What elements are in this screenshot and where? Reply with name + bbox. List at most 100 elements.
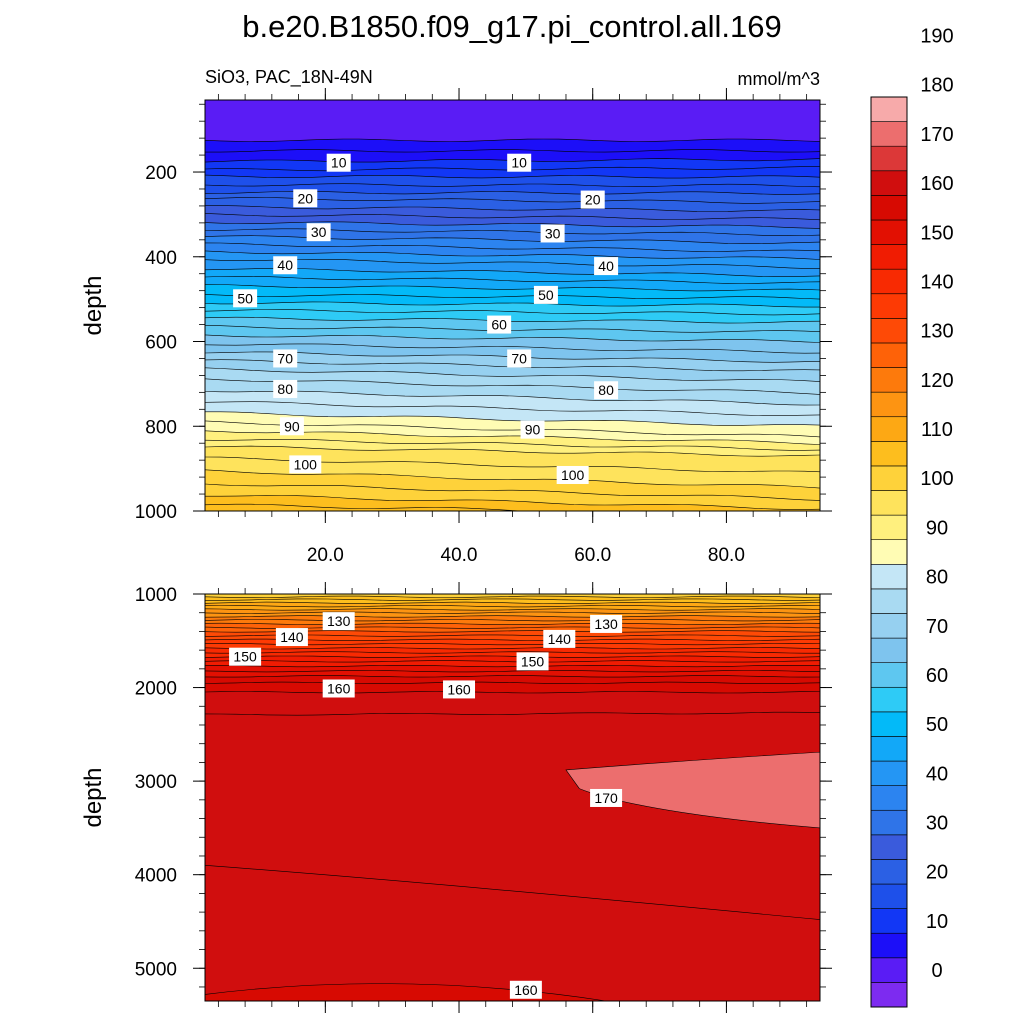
colorbar-label: 140 — [920, 271, 953, 293]
upper-contour-line-102.5 — [205, 495, 820, 510]
upper-contour-line-60 — [205, 325, 820, 333]
lower-contour-label-group: 160 — [443, 680, 476, 699]
colorbar-label: 70 — [926, 616, 948, 638]
upper-contour-label-group: 90 — [520, 420, 545, 439]
lower-filled-contours — [205, 594, 820, 1001]
upper-contour-label-bg — [507, 349, 532, 368]
lower-170-region — [565, 751, 820, 829]
colorbar-swatch — [870, 859, 908, 885]
lower-contour-label-group: 160 — [509, 980, 542, 999]
colorbar-swatch — [870, 170, 908, 196]
colorbar-swatch — [870, 760, 908, 786]
upper-contour-label-bg — [533, 285, 558, 304]
upper-contour-label-group: 10 — [507, 153, 532, 172]
colorbar-swatch — [870, 416, 908, 442]
upper-contour-label: 30 — [311, 224, 327, 240]
upper-contour-label-group: 100 — [556, 465, 589, 484]
upper-contour-line-87.5 — [205, 430, 820, 445]
upper-xtick-label: 40.0 — [441, 545, 478, 566]
upper-contour-label-group: 80 — [594, 381, 619, 400]
colorbar-frame — [870, 96, 908, 1008]
upper-contour-line-50 — [205, 294, 820, 300]
lower-contour-line-145 — [205, 660, 820, 663]
lower-contour-label: 140 — [548, 631, 572, 647]
colorbar-label: 190 — [920, 26, 953, 48]
upper-contour-line-57.5 — [205, 316, 820, 324]
lower-contour-line-110 — [205, 605, 820, 608]
lower-contour-label-bg — [322, 679, 355, 698]
colorbar-label: 30 — [926, 813, 948, 835]
lower-contour-label: 130 — [327, 613, 351, 629]
upper-contour-line-27.5 — [205, 221, 820, 229]
upper-contour-line-47.5 — [205, 284, 820, 292]
upper-contour-label-bg — [594, 257, 619, 276]
upper-contour-label: 90 — [284, 418, 300, 434]
colorbar-swatch — [870, 932, 908, 959]
upper-contour-line-40 — [205, 259, 820, 269]
upper-contour-line-72.5 — [205, 367, 820, 382]
upper-panel: 200 400 600 800 1000 20.0 40.0 60.0 80.0 depth 10 1… — [80, 88, 832, 566]
upper-contour-label: 100 — [294, 456, 318, 472]
upper-contour-line-92.5 — [205, 445, 820, 457]
upper-contour-label-bg — [326, 153, 351, 172]
colorbar-swatch — [870, 121, 908, 147]
upper-contour-line-12.5 — [205, 174, 820, 179]
upper-contour-label-bg — [540, 224, 565, 243]
lower-contour-label-bg — [322, 612, 355, 631]
upper-contour-line-5 — [205, 149, 820, 153]
lower-contour-label-bg — [543, 629, 576, 648]
colorbar-label: 40 — [926, 763, 948, 785]
upper-ytick-label: 600 — [145, 333, 177, 354]
colorbar-label: 160 — [920, 173, 953, 195]
colorbar-label: 120 — [920, 370, 953, 392]
colorbar-swatch — [870, 539, 908, 565]
upper-contour-label: 70 — [511, 350, 527, 366]
colorbar-label: 100 — [920, 468, 953, 490]
lower-contour-label: 150 — [521, 653, 545, 669]
colorbar-swatch — [870, 711, 908, 737]
variable-region-label: SiO3, PAC_18N-49N — [205, 67, 373, 88]
upper-contour-label-group: 80 — [273, 379, 298, 398]
lower-contour-line-157.5 — [205, 691, 820, 694]
lower-contour-label-group: 130 — [590, 614, 623, 633]
lower-bottom-150-region — [205, 983, 607, 1001]
upper-contour-label: 30 — [545, 225, 561, 241]
upper-contour-label: 10 — [511, 155, 527, 171]
upper-contour-label: 50 — [237, 290, 253, 306]
lower-contour-line-102.5 — [205, 595, 820, 598]
lower-ytick-label: 4000 — [135, 866, 177, 887]
upper-filled-contours — [205, 100, 820, 511]
upper-ylabel: depth — [80, 275, 107, 335]
upper-contour-line-25 — [205, 213, 820, 221]
lower-contour-line-122.5 — [205, 622, 820, 626]
lower-contour-label-bg — [229, 647, 262, 666]
lower-contour-label: 130 — [594, 616, 618, 632]
colorbar: 0 10 20 30 40 50 60 70 80 90 100 110 120 130 140 150 160… — [870, 26, 954, 1008]
lower-ylabel: depth — [80, 767, 107, 827]
lower-contour-label-bg — [590, 614, 623, 633]
lower-contour-label-group: 140 — [543, 629, 576, 648]
lower-contour-label: 160 — [514, 982, 538, 998]
lower-deep-160-region — [205, 865, 820, 1001]
lower-contour-label: 170 — [594, 790, 618, 806]
colorbar-swatch — [870, 957, 908, 983]
colorbar-swatch — [870, 441, 908, 467]
colorbar-swatch — [870, 318, 908, 344]
lower-contour-label-group: 130 — [322, 612, 355, 631]
colorbar-swatch — [870, 809, 908, 836]
lower-contour-label-bg — [443, 680, 476, 699]
upper-contour-label-bg — [594, 381, 619, 400]
colorbar-swatch — [870, 563, 908, 590]
upper-ytick-label: 1000 — [135, 502, 177, 523]
upper-contour-label-group: 40 — [594, 257, 619, 276]
colorbar-swatch — [870, 195, 908, 221]
lower-ytick-label: 1000 — [135, 585, 177, 606]
colorbar-swatch — [870, 244, 908, 270]
upper-contour-label-group: 50 — [533, 285, 558, 304]
colorbar-label: 50 — [926, 714, 948, 736]
lower-ytick-label: 5000 — [135, 959, 177, 980]
colorbar-swatch — [870, 637, 908, 663]
colorbar-label: 90 — [926, 517, 948, 539]
